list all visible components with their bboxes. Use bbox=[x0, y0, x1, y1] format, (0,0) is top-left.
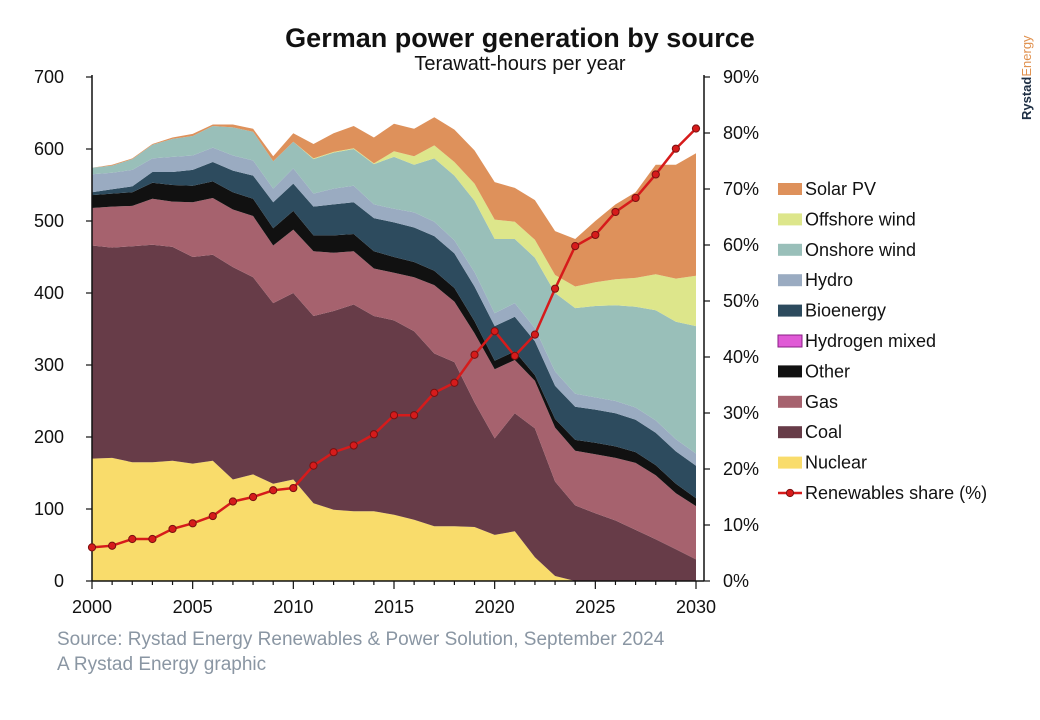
legend-label-solar-pv: Solar PV bbox=[805, 179, 876, 199]
area-bioenergy bbox=[92, 162, 696, 499]
axes: 0 100 200 300 400 500 600 700 0% 10% 20% 30% 40% 50% 6… bbox=[34, 67, 759, 617]
renewables-share-point bbox=[691, 124, 701, 133]
y-tick-label: 300 bbox=[34, 355, 64, 375]
legend-label-gas: Gas bbox=[805, 392, 838, 412]
x-tick-label: 2000 bbox=[72, 597, 112, 617]
chart-title: German power generation by source bbox=[285, 23, 755, 53]
renewables-share-point bbox=[369, 430, 378, 439]
source-note: Source: Rystad Energy Renewables & Power… bbox=[57, 629, 665, 650]
renewables-share-point bbox=[228, 497, 238, 506]
legend-swatch-gas bbox=[778, 395, 802, 408]
area-solar-pv bbox=[92, 117, 696, 287]
y-tick-label: 700 bbox=[34, 67, 64, 87]
renewables-share-point bbox=[651, 170, 660, 179]
renewables-share-point bbox=[631, 193, 640, 203]
renewables-share-point bbox=[128, 534, 137, 544]
y2-tick-label: 10% bbox=[723, 515, 759, 535]
renewables-share-point bbox=[671, 144, 680, 153]
renewables-share-point bbox=[389, 411, 399, 420]
renewables-share-point bbox=[591, 230, 600, 240]
legend-swatch-bioenergy bbox=[778, 304, 802, 317]
renewables-share-point bbox=[329, 448, 338, 457]
logo-part-rystad: Rystad bbox=[1019, 77, 1034, 120]
renewables-share-point bbox=[410, 411, 419, 420]
renewables-share-point bbox=[87, 543, 97, 552]
legend-label-hydrogen-mixed: Hydrogen mixed bbox=[805, 331, 936, 351]
logo-part-energy: Energy bbox=[1019, 35, 1034, 77]
y2-tick-label: 0% bbox=[723, 571, 749, 591]
renewables-share-point bbox=[530, 330, 540, 339]
legend-swatch-other bbox=[778, 365, 802, 378]
renewables-share-point bbox=[208, 511, 217, 521]
y-tick-label: 0 bbox=[54, 571, 64, 591]
renewables-share-point bbox=[550, 284, 560, 293]
y-tick-label: 600 bbox=[34, 139, 64, 159]
x-tick-label: 2025 bbox=[575, 597, 615, 617]
legend-label-hydro: Hydro bbox=[805, 270, 853, 290]
area-nuclear bbox=[92, 457, 696, 581]
legend-label-bioenergy: Bioenergy bbox=[805, 301, 886, 321]
x-tick-label: 2010 bbox=[273, 597, 313, 617]
y-tick-label: 200 bbox=[34, 427, 64, 447]
legend-swatch-hydro bbox=[778, 274, 802, 287]
legend-swatch-hydrogen-mixed bbox=[777, 334, 803, 348]
renewables-share-point bbox=[611, 207, 620, 217]
renewables-share-point bbox=[309, 461, 318, 470]
renewables-share-point bbox=[490, 327, 499, 336]
y2-tick-label: 30% bbox=[723, 403, 759, 423]
renewables-share-point bbox=[470, 350, 479, 359]
x-tick-label: 2030 bbox=[676, 597, 716, 617]
legend-label-offshore-wind: Offshore wind bbox=[805, 209, 916, 229]
y2-tick-label: 70% bbox=[723, 179, 759, 199]
area-onshore-wind bbox=[92, 126, 696, 454]
legend-swatch-nuclear bbox=[778, 456, 802, 469]
renewables-share-point bbox=[510, 351, 519, 360]
area-offshore-wind bbox=[92, 126, 696, 327]
legend-marker-renewables-share bbox=[785, 488, 795, 498]
area-gas bbox=[92, 198, 696, 560]
y-tick-label: 500 bbox=[34, 211, 64, 231]
renewables-share-point bbox=[248, 492, 258, 502]
legend-label-nuclear: Nuclear bbox=[805, 453, 867, 473]
legend-swatch-offshore-wind bbox=[778, 213, 802, 226]
legend-label-onshore-wind: Onshore wind bbox=[805, 240, 916, 260]
svg-text:RystadEnergy: RystadEnergy bbox=[1019, 35, 1034, 120]
y-tick-label: 400 bbox=[34, 283, 64, 303]
area-hydro bbox=[92, 147, 696, 466]
renewables-share-point bbox=[108, 541, 117, 550]
renewables-share-point bbox=[430, 388, 439, 397]
renewables-share-point bbox=[148, 534, 157, 544]
x-tick-label: 2020 bbox=[475, 597, 515, 617]
x-tick-label: 2015 bbox=[374, 597, 414, 617]
y2-tick-label: 50% bbox=[723, 291, 759, 311]
y2-tick-label: 80% bbox=[723, 123, 759, 143]
renewables-share-point bbox=[450, 378, 459, 387]
legend-swatch-coal bbox=[778, 426, 802, 439]
legend-label-other: Other bbox=[805, 361, 850, 381]
legend-label-renewables-share: Renewables share (%) bbox=[805, 483, 987, 503]
credit-note: A Rystad Energy graphic bbox=[57, 654, 266, 675]
y2-tick-label: 40% bbox=[723, 347, 759, 367]
chart-subtitle: Terawatt-hours per year bbox=[414, 53, 626, 75]
y2-tick-label: 90% bbox=[723, 67, 759, 87]
legend: Solar PV Offshore wind Onshore wind Hydro Bi… bbox=[777, 179, 987, 503]
renewables-share-point bbox=[289, 483, 298, 493]
renewables-share-point bbox=[349, 441, 358, 450]
y2-tick-label: 60% bbox=[723, 235, 759, 255]
legend-label-coal: Coal bbox=[805, 422, 842, 442]
renewables-share-point bbox=[168, 524, 177, 534]
legend-swatch-onshore-wind bbox=[778, 243, 802, 256]
renewables-share-point bbox=[269, 486, 278, 495]
x-tick-label: 2005 bbox=[173, 597, 213, 617]
y-tick-label: 100 bbox=[34, 499, 64, 519]
renewables-share-point bbox=[188, 519, 197, 528]
stacked-areas bbox=[92, 117, 696, 582]
renewables-share-point bbox=[571, 242, 580, 251]
renewables-share-line bbox=[87, 124, 701, 552]
rystad-logo: RystadEnergy bbox=[1019, 35, 1034, 120]
y2-tick-label: 20% bbox=[723, 459, 759, 479]
legend-swatch-solar-pv bbox=[778, 183, 802, 195]
